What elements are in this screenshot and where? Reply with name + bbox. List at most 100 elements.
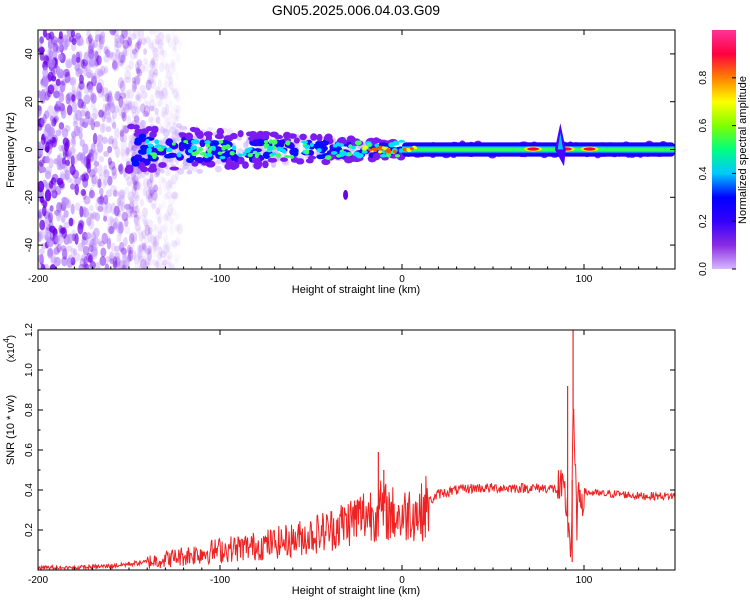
x-tick-label: 100 bbox=[576, 274, 593, 285]
noise-blob bbox=[88, 189, 95, 199]
band-blob bbox=[178, 132, 186, 137]
colorbar-label: Normalized spectral amplitude bbox=[737, 76, 749, 224]
noise-blob bbox=[54, 256, 61, 267]
noise-blob bbox=[96, 196, 103, 204]
core-dot bbox=[332, 144, 338, 148]
noise-blob bbox=[143, 261, 151, 269]
noise-blob bbox=[98, 187, 104, 196]
y-tick-label: 20 bbox=[24, 96, 35, 108]
noise-blob bbox=[117, 220, 124, 229]
noise-blob bbox=[152, 184, 159, 193]
noise-blob bbox=[70, 137, 77, 148]
noise-blob bbox=[51, 173, 59, 183]
noise-blob bbox=[96, 69, 104, 77]
noise-blob bbox=[109, 30, 117, 36]
noise-blob bbox=[66, 149, 73, 157]
figure-title: GN05.2025.006.04.03.G09 bbox=[272, 2, 440, 18]
noise-blob bbox=[167, 178, 173, 189]
noise-blob bbox=[82, 261, 89, 269]
noise-blob bbox=[169, 218, 174, 229]
noise-blob bbox=[167, 203, 174, 216]
noise-blob bbox=[117, 51, 125, 64]
hot-dot bbox=[407, 149, 412, 153]
noise-blob bbox=[136, 171, 143, 180]
noise-blob bbox=[161, 106, 168, 116]
noise-blob bbox=[70, 30, 76, 38]
noise-blob bbox=[118, 260, 125, 269]
noise-blob bbox=[130, 105, 136, 115]
noise-blob bbox=[50, 42, 57, 54]
noise-blob bbox=[109, 102, 116, 114]
noise-blob bbox=[136, 245, 143, 257]
noise-blob bbox=[77, 68, 84, 75]
noise-blob bbox=[53, 158, 59, 165]
noise-blob bbox=[154, 89, 161, 99]
noise-blob bbox=[83, 85, 90, 95]
band-blob bbox=[131, 160, 140, 167]
core-dot bbox=[211, 145, 216, 151]
noise-blob bbox=[89, 204, 94, 212]
noise-blob bbox=[156, 257, 164, 269]
noise-blob bbox=[45, 224, 53, 232]
core-dot bbox=[268, 139, 273, 144]
noise-blob bbox=[165, 122, 172, 132]
noise-blob bbox=[130, 231, 138, 243]
x-tick-label: -100 bbox=[210, 575, 230, 586]
noise-blob bbox=[112, 63, 119, 72]
noise-blob bbox=[57, 72, 64, 79]
core-dot bbox=[330, 151, 338, 155]
noise-blob bbox=[97, 78, 105, 90]
noise-blob bbox=[48, 157, 54, 169]
noise-blob bbox=[55, 241, 60, 248]
noise-blob bbox=[162, 178, 167, 191]
noise-blob bbox=[168, 262, 174, 269]
core-dot bbox=[279, 147, 284, 152]
noise-blob bbox=[102, 94, 108, 102]
core-dot bbox=[183, 140, 189, 144]
noise-blob bbox=[152, 56, 159, 66]
noise-blob bbox=[155, 260, 160, 269]
noise-blob bbox=[56, 244, 62, 253]
noise-blob bbox=[135, 210, 142, 220]
noise-blob bbox=[105, 48, 111, 58]
halo-blob bbox=[182, 164, 188, 170]
noise-blob bbox=[101, 123, 108, 133]
core-dot bbox=[150, 152, 157, 157]
noise-blob bbox=[139, 242, 146, 251]
noise-blob bbox=[149, 188, 154, 198]
noise-blob bbox=[99, 123, 105, 134]
hot-dot bbox=[378, 145, 383, 149]
noise-blob bbox=[89, 187, 94, 198]
noise-blob bbox=[60, 245, 67, 252]
noise-blob bbox=[105, 202, 112, 214]
halo-blob bbox=[186, 170, 193, 175]
noise-blob bbox=[86, 71, 92, 79]
noise-blob bbox=[171, 192, 178, 201]
noise-blob bbox=[79, 257, 86, 267]
noise-blob bbox=[121, 253, 128, 263]
halo-blob bbox=[181, 162, 189, 170]
noise-blob bbox=[119, 165, 125, 175]
band-blob bbox=[140, 144, 149, 151]
core-dot bbox=[147, 143, 154, 148]
core-dot bbox=[263, 143, 270, 148]
noise-blob bbox=[153, 184, 158, 193]
noise-blob bbox=[74, 183, 80, 196]
noise-blob bbox=[168, 217, 175, 224]
svg-text:(x104): (x104) bbox=[2, 335, 17, 362]
noise-blob bbox=[154, 107, 159, 116]
noise-blob bbox=[124, 218, 129, 228]
noise-blob bbox=[149, 176, 154, 186]
noise-blob bbox=[90, 92, 97, 104]
noise-blob bbox=[118, 163, 124, 175]
band-blob bbox=[134, 128, 144, 134]
band-blob bbox=[305, 158, 314, 164]
noise-blob bbox=[129, 209, 137, 219]
noise-blob bbox=[109, 216, 115, 224]
noise-blob bbox=[67, 233, 73, 244]
y-tick-label: 1.0 bbox=[24, 363, 35, 377]
noise-blob bbox=[165, 180, 172, 191]
noise-blob bbox=[163, 211, 170, 222]
noise-blob bbox=[145, 194, 153, 203]
